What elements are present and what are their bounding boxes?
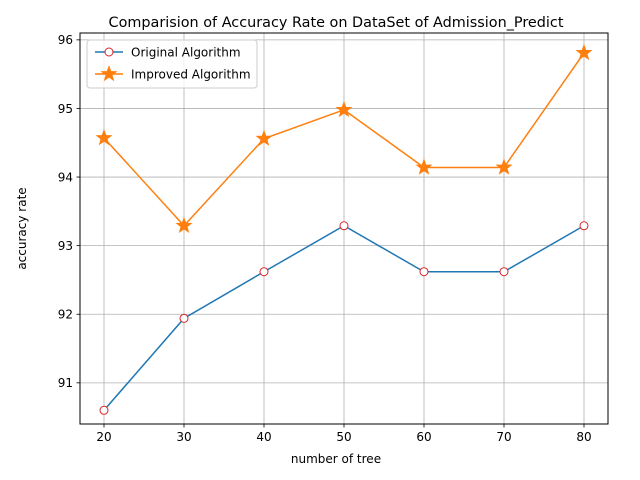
- legend-label: Original Algorithm: [131, 46, 241, 60]
- x-axis-label: number of tree: [291, 452, 381, 466]
- y-tick-label: 92: [58, 308, 73, 322]
- data-point: [95, 128, 113, 146]
- tick-layer: 20 30 40 50 60 70 80 91 92 93 94 95 96: [58, 33, 592, 444]
- data-point: [335, 100, 353, 118]
- series-layer: [95, 43, 593, 415]
- data-point: [175, 216, 193, 233]
- y-tick-label: 93: [58, 239, 73, 253]
- y-tick-label: 96: [58, 33, 73, 47]
- y-axis-label: accuracy rate: [15, 187, 29, 269]
- data-point: [339, 221, 349, 231]
- legend-item: Original Algorithm: [95, 46, 241, 60]
- data-point: [415, 158, 433, 175]
- data-point: [255, 129, 273, 146]
- data-point: [575, 43, 593, 61]
- x-tick-label: 20: [96, 430, 111, 444]
- x-tick-label: 30: [176, 430, 191, 444]
- data-point: [419, 267, 429, 277]
- x-tick-label: 70: [496, 430, 511, 444]
- x-tick-label: 50: [336, 430, 351, 444]
- data-point: [179, 313, 189, 323]
- y-tick-label: 94: [58, 170, 73, 184]
- data-point: [259, 267, 269, 277]
- data-point: [495, 158, 513, 175]
- y-tick-label: 91: [58, 376, 73, 390]
- legend-item: Improved Algorithm: [95, 65, 251, 82]
- series-1: [99, 221, 589, 415]
- x-tick-label: 40: [256, 430, 271, 444]
- data-point: [579, 221, 589, 231]
- x-tick-label: 60: [416, 430, 431, 444]
- legend-label: Improved Algorithm: [131, 68, 251, 82]
- series-2: [95, 43, 593, 233]
- legend-box: [86, 39, 258, 89]
- legend-marker: [100, 65, 118, 82]
- chart-title: Comparision of Accuracy Rate on DataSet …: [109, 15, 564, 31]
- data-point: [499, 267, 509, 277]
- data-point: [99, 405, 109, 415]
- y-tick-label: 95: [58, 102, 73, 116]
- legend-marker: [104, 47, 114, 57]
- legend: Original Algorithm Improved Algorithm: [86, 39, 258, 89]
- x-tick-label: 80: [576, 430, 591, 444]
